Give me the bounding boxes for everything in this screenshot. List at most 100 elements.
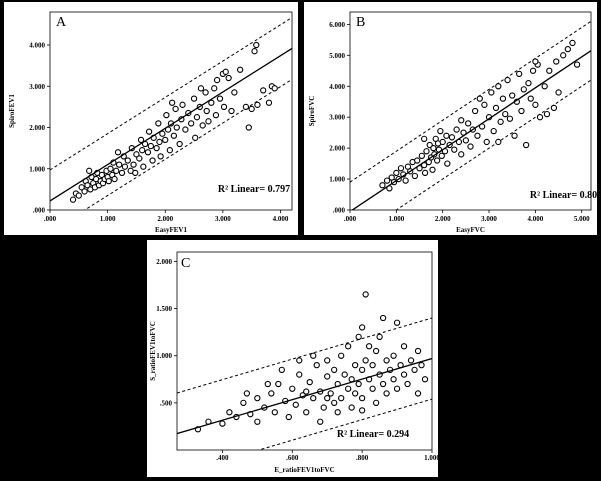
data-point-b-18 xyxy=(421,169,429,177)
data-point-a-80 xyxy=(225,74,232,82)
data-point-a-84 xyxy=(242,103,250,111)
plot-area-c xyxy=(177,291,432,450)
data-point-c-42 xyxy=(358,366,366,374)
x-tick-label-b-5: 5.000 xyxy=(574,215,590,223)
data-point-a-40 xyxy=(144,149,152,156)
data-point-c-7 xyxy=(254,394,261,402)
data-point-c-28 xyxy=(331,366,338,374)
data-point-c-75 xyxy=(278,366,285,374)
data-point-a-30 xyxy=(124,157,131,164)
data-point-c-48 xyxy=(365,343,373,350)
data-point-c-66 xyxy=(404,380,411,388)
x-tick-label-a-4: 4.000 xyxy=(273,215,289,223)
data-point-a-65 xyxy=(192,134,199,141)
data-point-a-83 xyxy=(236,66,244,73)
data-point-b-14 xyxy=(414,157,421,164)
data-point-b-78 xyxy=(546,67,553,74)
x-tick-label-c-2: .800 xyxy=(356,454,369,462)
panel-letter-a: A xyxy=(56,15,67,30)
data-point-c-22 xyxy=(313,361,320,369)
data-point-c-59 xyxy=(390,352,397,359)
x-tick-label-b-0: .000 xyxy=(344,215,357,223)
fit-line-a xyxy=(50,47,292,202)
data-point-c-64 xyxy=(400,371,408,378)
data-point-a-51 xyxy=(163,111,170,119)
data-point-c-69 xyxy=(414,390,422,397)
data-point-a-68 xyxy=(199,122,206,129)
y-tick-label-b-5: 5.000 xyxy=(329,52,345,60)
data-point-a-49 xyxy=(159,130,166,137)
data-point-b-52 xyxy=(483,138,490,146)
data-point-a-20 xyxy=(105,177,112,185)
data-point-a-73 xyxy=(211,85,218,92)
data-point-b-60 xyxy=(502,110,509,118)
data-point-b-66 xyxy=(516,70,523,78)
data-point-a-98 xyxy=(197,85,205,92)
data-point-a-60 xyxy=(179,101,186,108)
data-point-b-80 xyxy=(553,58,560,65)
fit-line-b xyxy=(351,50,591,210)
y-tick-label-b-4: 4.000 xyxy=(329,83,345,91)
data-point-c-77 xyxy=(243,390,251,397)
data-point-a-70 xyxy=(203,107,210,115)
data-point-a-45 xyxy=(153,144,160,152)
data-point-c-10 xyxy=(268,390,275,397)
data-point-a-3 xyxy=(78,184,85,191)
data-point-a-72 xyxy=(208,99,215,106)
data-point-b-49 xyxy=(476,95,483,102)
data-point-a-71 xyxy=(205,118,212,125)
data-point-c-67 xyxy=(407,357,415,364)
data-point-b-41 xyxy=(458,151,465,158)
data-point-c-31 xyxy=(338,352,345,359)
data-point-b-62 xyxy=(506,115,514,122)
data-point-c-8 xyxy=(254,418,261,425)
data-point-c-74 xyxy=(296,357,303,364)
data-point-c-56 xyxy=(383,357,390,364)
data-point-b-13 xyxy=(411,172,419,180)
data-point-b-61 xyxy=(504,76,511,84)
data-point-b-84 xyxy=(569,39,576,47)
data-point-b-1 xyxy=(383,177,391,184)
chart-b-svg: .000 1.000 2.000 3.000 4.000 5.000 .000 1.000 2.… xyxy=(308,11,597,234)
data-point-a-35 xyxy=(136,155,143,162)
data-point-a-97 xyxy=(169,99,176,106)
data-point-c-3 xyxy=(226,409,233,416)
data-point-b-23 xyxy=(429,166,436,173)
data-point-a-81 xyxy=(228,107,235,115)
data-point-b-88 xyxy=(458,117,465,124)
data-point-c-45 xyxy=(362,291,369,298)
data-point-a-58 xyxy=(176,140,183,148)
y-tick-label-a-1: 1.000 xyxy=(29,165,45,173)
data-point-c-2 xyxy=(219,420,226,427)
data-point-a-79 xyxy=(222,68,229,75)
data-point-c-21 xyxy=(310,394,317,402)
data-point-a-47 xyxy=(156,138,163,146)
data-point-c-46 xyxy=(362,357,369,364)
data-point-a-29 xyxy=(121,163,129,170)
data-point-b-72 xyxy=(529,67,537,74)
data-point-c-38 xyxy=(352,361,359,369)
data-point-b-30 xyxy=(437,127,444,135)
data-point-b-47 xyxy=(471,107,479,115)
data-point-a-25 xyxy=(113,167,120,174)
data-point-c-40 xyxy=(355,333,362,341)
data-point-a-21 xyxy=(107,165,114,172)
data-point-b-37 xyxy=(448,134,456,141)
data-point-b-45 xyxy=(467,143,474,150)
data-point-b-43 xyxy=(462,137,470,144)
data-point-b-82 xyxy=(560,52,567,59)
y-tick-label-b-0: .000 xyxy=(333,207,346,215)
data-point-a-46 xyxy=(155,120,162,127)
data-point-c-65 xyxy=(400,343,408,350)
data-point-a-33 xyxy=(130,161,137,168)
y-axis-title-b: SpiroFVC xyxy=(308,96,316,127)
data-point-c-80 xyxy=(379,314,387,322)
data-point-c-79 xyxy=(334,409,341,416)
data-point-a-91 xyxy=(265,99,273,106)
data-point-b-44 xyxy=(465,120,472,127)
data-point-a-76 xyxy=(216,95,224,102)
x-tick-label-a-0: .000 xyxy=(44,215,57,223)
data-point-c-33 xyxy=(341,371,348,378)
data-point-c-49 xyxy=(369,385,376,392)
data-point-b-48 xyxy=(474,132,481,139)
